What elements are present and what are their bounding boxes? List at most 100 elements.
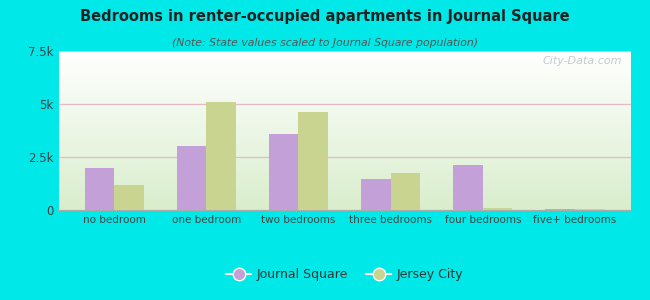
Bar: [58, 197, 630, 198]
Bar: [58, 66, 630, 67]
Bar: [58, 93, 630, 94]
Bar: [58, 65, 630, 66]
Bar: [58, 127, 630, 128]
Bar: [58, 63, 630, 64]
Bar: [58, 110, 630, 111]
Bar: [58, 113, 630, 114]
Bar: [58, 178, 630, 179]
Bar: [58, 133, 630, 134]
Bar: [58, 160, 630, 161]
Bar: [58, 187, 630, 188]
Bar: [58, 205, 630, 206]
Bar: [58, 188, 630, 189]
Bar: [298, 112, 328, 210]
Bar: [58, 126, 630, 127]
Bar: [58, 68, 630, 69]
Bar: [58, 82, 630, 83]
Bar: [58, 141, 630, 142]
Bar: [58, 143, 630, 144]
Bar: [58, 57, 630, 58]
Bar: [58, 169, 630, 170]
Bar: [58, 207, 630, 208]
Bar: [58, 67, 630, 68]
Bar: [58, 54, 630, 55]
Bar: [58, 100, 630, 101]
Bar: [58, 171, 630, 172]
Bar: [58, 119, 630, 120]
Bar: [58, 193, 630, 194]
Bar: [58, 202, 630, 203]
Bar: [58, 74, 630, 75]
Bar: [575, 209, 604, 210]
Bar: [58, 196, 630, 197]
Text: (Note: State values scaled to Journal Square population): (Note: State values scaled to Journal Sq…: [172, 38, 478, 47]
Bar: [58, 79, 630, 80]
Bar: [58, 179, 630, 180]
Bar: [58, 123, 630, 124]
Bar: [58, 71, 630, 72]
Bar: [58, 95, 630, 96]
Bar: [58, 59, 630, 60]
Bar: [58, 142, 630, 143]
Bar: [58, 51, 630, 52]
Bar: [269, 134, 298, 210]
Bar: [58, 159, 630, 160]
Bar: [58, 148, 630, 149]
Bar: [58, 162, 630, 163]
Bar: [58, 99, 630, 100]
Bar: [58, 169, 630, 170]
Bar: [58, 94, 630, 95]
Bar: [84, 168, 114, 210]
Bar: [58, 176, 630, 177]
Bar: [58, 72, 630, 73]
Bar: [58, 106, 630, 107]
Bar: [58, 77, 630, 78]
Bar: [58, 201, 630, 202]
Bar: [58, 165, 630, 166]
Bar: [58, 209, 630, 210]
Bar: [58, 163, 630, 164]
Bar: [58, 103, 630, 104]
Bar: [58, 134, 630, 135]
Bar: [58, 109, 630, 110]
Bar: [58, 76, 630, 77]
Bar: [58, 118, 630, 119]
Bar: [58, 203, 630, 204]
Bar: [58, 156, 630, 157]
Bar: [58, 195, 630, 196]
Bar: [58, 158, 630, 159]
Bar: [58, 96, 630, 97]
Bar: [58, 130, 630, 131]
Bar: [58, 140, 630, 141]
Bar: [58, 154, 630, 155]
Bar: [58, 125, 630, 126]
Bar: [58, 194, 630, 195]
Bar: [58, 206, 630, 207]
Bar: [58, 87, 630, 88]
Bar: [58, 60, 630, 61]
Bar: [58, 170, 630, 171]
Bar: [58, 168, 630, 169]
Bar: [58, 92, 630, 93]
Bar: [58, 145, 630, 146]
Bar: [58, 180, 630, 181]
Bar: [58, 81, 630, 82]
Bar: [58, 150, 630, 151]
Bar: [58, 75, 630, 76]
Bar: [58, 111, 630, 112]
Bar: [58, 191, 630, 192]
Bar: [58, 101, 630, 102]
Bar: [58, 208, 630, 209]
Bar: [58, 114, 630, 115]
Bar: [58, 131, 630, 132]
Bar: [58, 107, 630, 108]
Bar: [58, 56, 630, 57]
Bar: [361, 179, 391, 210]
Bar: [58, 86, 630, 87]
Bar: [58, 78, 630, 79]
Bar: [58, 106, 630, 107]
Bar: [58, 183, 630, 184]
Bar: [58, 108, 630, 109]
Bar: [58, 182, 630, 183]
Bar: [58, 157, 630, 158]
